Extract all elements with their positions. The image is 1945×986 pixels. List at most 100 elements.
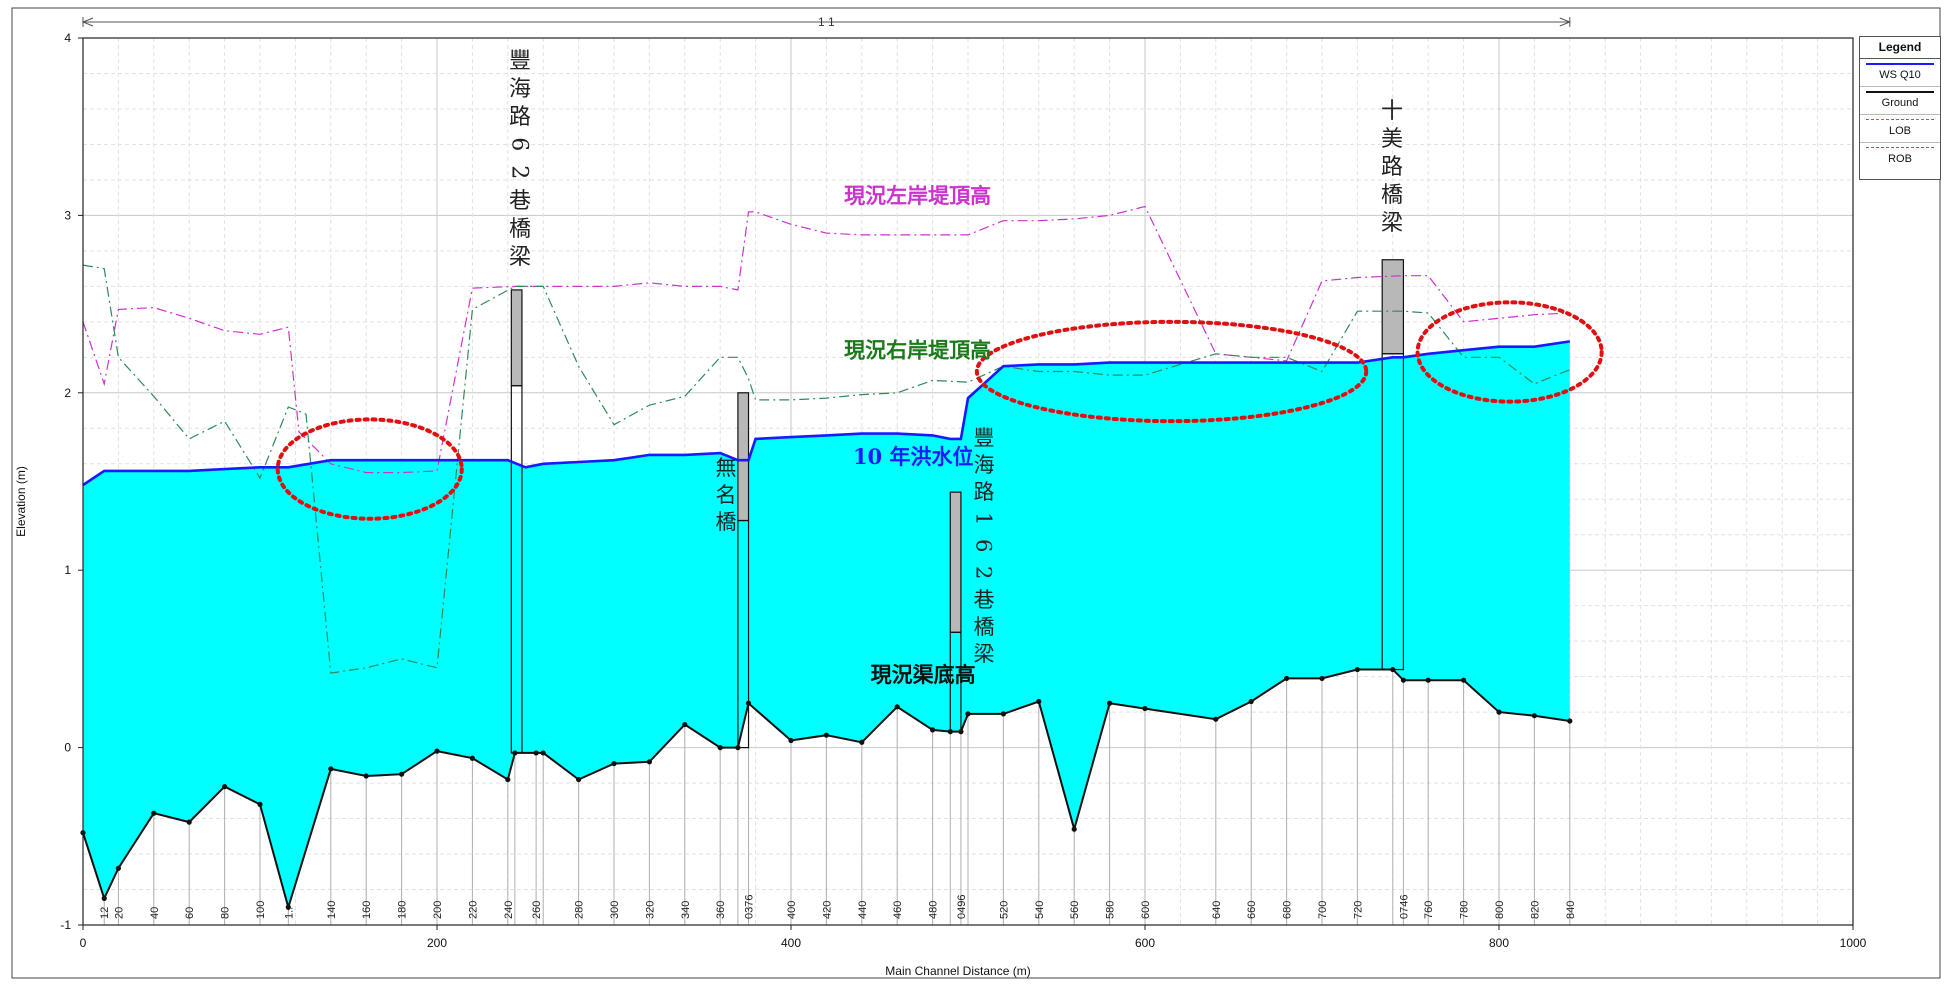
ground-point [151, 810, 157, 816]
ground-point [1531, 713, 1537, 719]
bridge-opening-1 [737, 519, 750, 749]
bridge-label-char: 巷 [974, 588, 995, 612]
x-tick-label: 600 [1135, 936, 1155, 950]
legend-swatch-rob [1866, 147, 1934, 148]
ground-point [1213, 716, 1219, 722]
bridge-label-char: 路 [1381, 155, 1403, 180]
ground-point [1496, 709, 1502, 715]
bridge-label-char: 路 [974, 480, 995, 504]
ground-point [1071, 826, 1077, 832]
ground-point [1107, 700, 1113, 706]
bridge-label-char: 巷 [509, 189, 531, 214]
bridge-deck-2 [949, 491, 962, 633]
station-label: 780 [1459, 901, 1471, 919]
ground-point [1036, 698, 1042, 705]
ground-point [512, 750, 518, 756]
series-ws-line [82, 340, 1570, 487]
bridge-label-char: 無 [716, 456, 737, 480]
legend-label-rob: ROB [1888, 153, 1912, 165]
station-label: 300 [609, 901, 621, 919]
x-axis-label: Main Channel Distance (m) [885, 964, 1030, 978]
bridge-deck-1 [737, 392, 750, 522]
legend-item-ws: WS Q10 [1860, 59, 1940, 87]
bridge-label-char: 梁 [1381, 211, 1403, 236]
station-label: 460 [892, 901, 904, 919]
y-tick-label: 2 [64, 386, 71, 400]
legend-item-rob: ROB [1860, 143, 1940, 170]
highlight-ellipse-0 [275, 417, 464, 521]
station-label: 200 [432, 901, 444, 919]
annotation-label-1: 現況右岸堤頂高 [844, 337, 991, 362]
ground-point [328, 766, 334, 772]
bridge-label-char: 十 [1381, 99, 1403, 124]
ground-point [1319, 675, 1325, 682]
station-label: 580 [1105, 901, 1117, 919]
top-bracket-label: 1 1 [818, 15, 835, 29]
station-label: 600 [1140, 901, 1152, 919]
ground-point [717, 745, 723, 751]
station-label: 1.. [283, 907, 295, 919]
outer-frame [11, 7, 1941, 979]
station-label: 760 [1423, 901, 1435, 919]
station-label: 320 [644, 901, 656, 919]
station-label: 40 [149, 907, 161, 919]
bridge-label-char: 梁 [974, 642, 995, 666]
station-label: 100 [255, 901, 267, 919]
bridge-label-char: 橋 [509, 217, 531, 242]
highlight-ellipse-2 [1415, 300, 1604, 404]
station-label: 540 [1034, 901, 1046, 919]
ground-point [646, 759, 653, 765]
station-label: 240 [503, 901, 515, 919]
ground-point [1390, 666, 1396, 673]
station-label: 180 [397, 901, 409, 919]
station-label: 0496 [956, 895, 968, 919]
station-label: 720 [1352, 901, 1364, 919]
station-label: 680 [1282, 901, 1294, 919]
station-label: 80 [220, 907, 232, 919]
ground-point [859, 739, 865, 745]
legend-item-ground: Ground [1860, 87, 1940, 115]
bridge-label-char: 美 [1381, 127, 1403, 152]
ground-point [576, 776, 582, 783]
bridge-label-char: 名 [716, 483, 737, 507]
legend-swatch-ws [1866, 63, 1934, 65]
bridge-label-char: 海 [509, 77, 531, 102]
bridge-label-char: 1 [972, 512, 996, 525]
legend-label-lob: LOB [1888, 125, 1911, 137]
ground-point [1248, 698, 1254, 705]
station-label: 20 [113, 907, 125, 919]
ground-point [1000, 711, 1007, 717]
station-label: 840 [1565, 901, 1577, 919]
ground-point [894, 704, 900, 710]
station-label: 420 [821, 901, 833, 919]
series-rob-line [82, 264, 1571, 674]
legend-label-ground: Ground [1881, 97, 1919, 109]
station-label: 480 [928, 901, 940, 919]
ground-point [115, 865, 121, 871]
legend-label-ws: WS Q10 [1879, 69, 1921, 81]
annotation-label-0: 現況左岸堤頂高 [844, 183, 991, 208]
bridge-label-char: 橋 [974, 615, 995, 639]
ground-point [745, 700, 752, 706]
ground-point [186, 819, 192, 825]
legend-swatch-lob [1866, 119, 1934, 120]
station-label: 12 [99, 907, 111, 919]
station-label: 280 [574, 901, 586, 919]
y-tick-label: 1 [64, 563, 71, 577]
ground-point [533, 750, 539, 756]
x-tick-label: 0 [80, 936, 87, 950]
ground-point [505, 776, 511, 783]
ground-point [735, 745, 741, 751]
ground-point [1425, 677, 1431, 683]
ground-point [222, 784, 228, 790]
bridge-label-char: 2 [972, 566, 996, 579]
station-label: 60 [184, 907, 196, 919]
station-label: 140 [326, 901, 338, 919]
ground-point [101, 895, 107, 901]
ground-point [540, 750, 546, 756]
ground-point [930, 727, 936, 733]
y-axis-label: Elevation (m) [14, 466, 28, 537]
top-bracket-right-arrow [1559, 17, 1572, 27]
